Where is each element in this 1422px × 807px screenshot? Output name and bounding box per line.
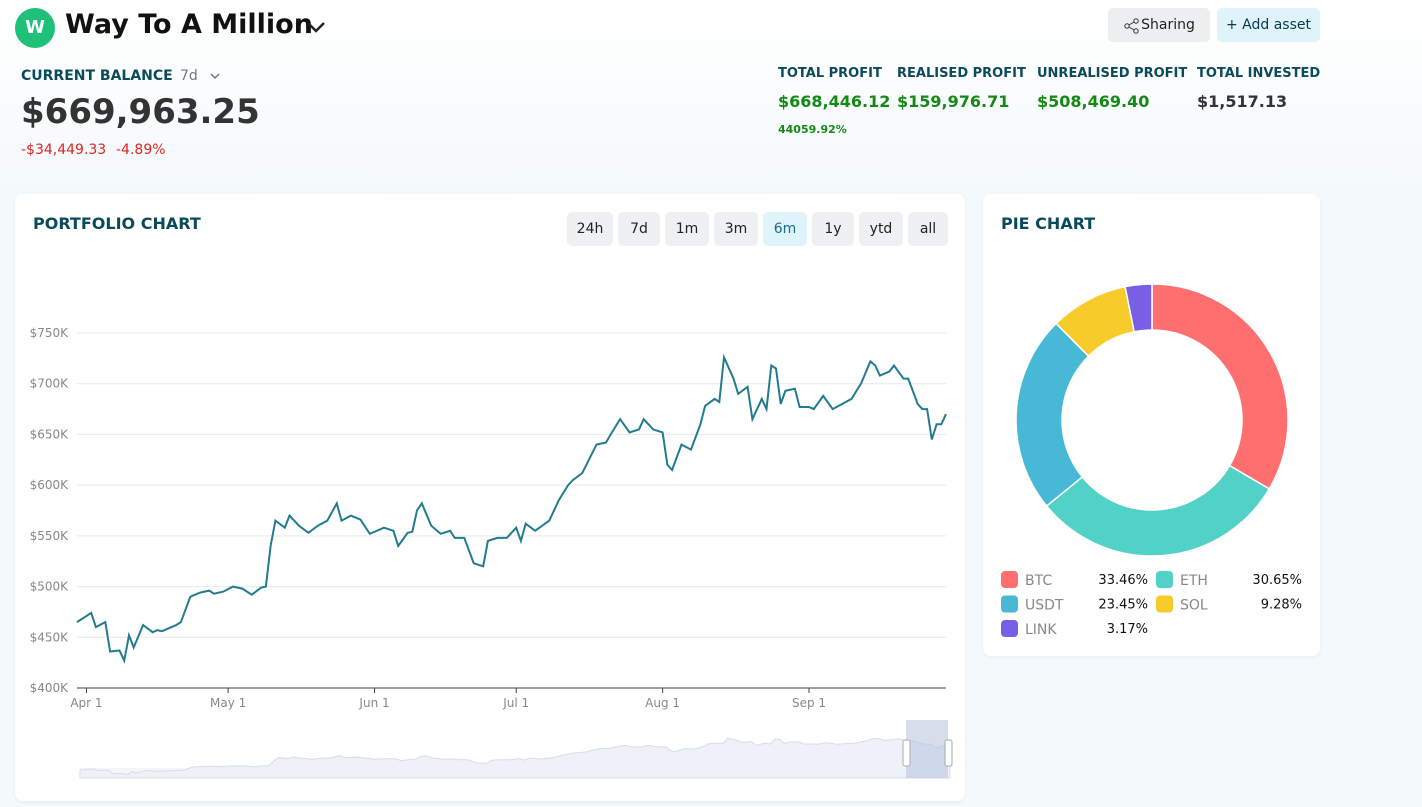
range-button[interactable]: 3m bbox=[714, 212, 758, 246]
stat-label: UNREALISED PROFIT bbox=[1037, 66, 1188, 81]
pie-slice bbox=[1124, 283, 1153, 333]
legend-value: 33.46% bbox=[1098, 573, 1148, 588]
navigator-handle bbox=[944, 739, 953, 767]
x-tick-label: Aug 1 bbox=[645, 696, 680, 710]
card-title: PORTFOLIO CHART bbox=[33, 214, 201, 233]
add-asset-button[interactable]: + Add asset bbox=[1217, 8, 1320, 42]
y-tick-label: $400K bbox=[30, 681, 70, 695]
period-icon[interactable] bbox=[209, 71, 221, 81]
legend-value: 30.65% bbox=[1252, 573, 1302, 588]
balance-period[interactable]: 7d bbox=[180, 68, 198, 84]
legend-label: SOL bbox=[1180, 598, 1208, 614]
x-tick-label: Sep 1 bbox=[792, 696, 826, 710]
share-icon bbox=[1124, 18, 1139, 34]
y-tick-label: $500K bbox=[30, 580, 70, 594]
balance-amount: $669,963.25 bbox=[21, 92, 260, 132]
pie-slice bbox=[1151, 283, 1289, 490]
navigator-handle bbox=[902, 739, 911, 767]
portfolio-card bbox=[15, 194, 965, 801]
legend-swatch bbox=[1001, 620, 1018, 637]
navigator-area bbox=[79, 737, 951, 779]
y-tick-label: $750K bbox=[30, 326, 70, 340]
balance-change-pct: -4.89% bbox=[116, 142, 166, 158]
balance-label: CURRENT BALANCE bbox=[21, 68, 173, 84]
range-button[interactable]: 6m bbox=[763, 212, 807, 246]
pie-slice bbox=[1015, 322, 1090, 508]
dropdown-icon[interactable] bbox=[305, 19, 327, 35]
legend-swatch bbox=[1001, 595, 1018, 613]
portfolio-line bbox=[76, 353, 947, 664]
legend-label: BTC bbox=[1025, 573, 1052, 589]
stat-value: $508,469.40 bbox=[1037, 92, 1150, 111]
range-button[interactable]: 24h bbox=[567, 212, 613, 246]
y-tick-label: $600K bbox=[30, 478, 70, 492]
pie-slice bbox=[1045, 464, 1271, 557]
stat-sub: 44059.92% bbox=[778, 123, 847, 136]
range-button[interactable]: all bbox=[908, 212, 948, 246]
range-button[interactable]: 1m bbox=[665, 212, 709, 246]
portfolio-title[interactable]: Way To A Million bbox=[65, 9, 313, 40]
y-tick-label: $450K bbox=[30, 630, 70, 644]
stat-value: $1,517.13 bbox=[1197, 92, 1288, 111]
legend-label: LINK bbox=[1025, 622, 1057, 638]
legend-swatch bbox=[1156, 571, 1173, 588]
avatar[interactable]: W bbox=[15, 8, 55, 48]
x-tick-label: Jul 1 bbox=[502, 696, 529, 710]
stat-label: REALISED PROFIT bbox=[897, 66, 1026, 81]
stat-value: $668,446.12 bbox=[778, 92, 891, 111]
range-button[interactable]: 1y bbox=[812, 212, 854, 246]
navigator-selection bbox=[906, 720, 948, 778]
sharing-label: Sharing bbox=[1141, 17, 1195, 33]
x-tick-label: Apr 1 bbox=[70, 696, 102, 710]
legend-value: 9.28% bbox=[1261, 598, 1302, 613]
x-tick-label: Jun 1 bbox=[358, 696, 389, 710]
legend-label: USDT bbox=[1025, 598, 1064, 614]
stat-label: TOTAL PROFIT bbox=[778, 66, 882, 81]
legend-swatch bbox=[1001, 571, 1018, 588]
stat-label: TOTAL INVESTED bbox=[1197, 66, 1321, 81]
y-tick-label: $650K bbox=[30, 427, 70, 441]
balance-change: -$34,449.33 bbox=[21, 142, 107, 158]
stat-value: $159,976.71 bbox=[897, 92, 1010, 111]
legend-swatch bbox=[1156, 595, 1173, 613]
range-button[interactable]: 7d bbox=[618, 212, 660, 246]
range-button[interactable]: ytd bbox=[859, 212, 903, 246]
y-tick-label: $700K bbox=[30, 377, 70, 391]
x-tick-label: May 1 bbox=[210, 696, 246, 710]
legend-value: 23.45% bbox=[1098, 598, 1148, 613]
legend-label: ETH bbox=[1180, 573, 1208, 589]
legend-value: 3.17% bbox=[1107, 622, 1148, 637]
y-tick-label: $550K bbox=[30, 529, 70, 543]
card-title: PIE CHART bbox=[1001, 214, 1096, 233]
